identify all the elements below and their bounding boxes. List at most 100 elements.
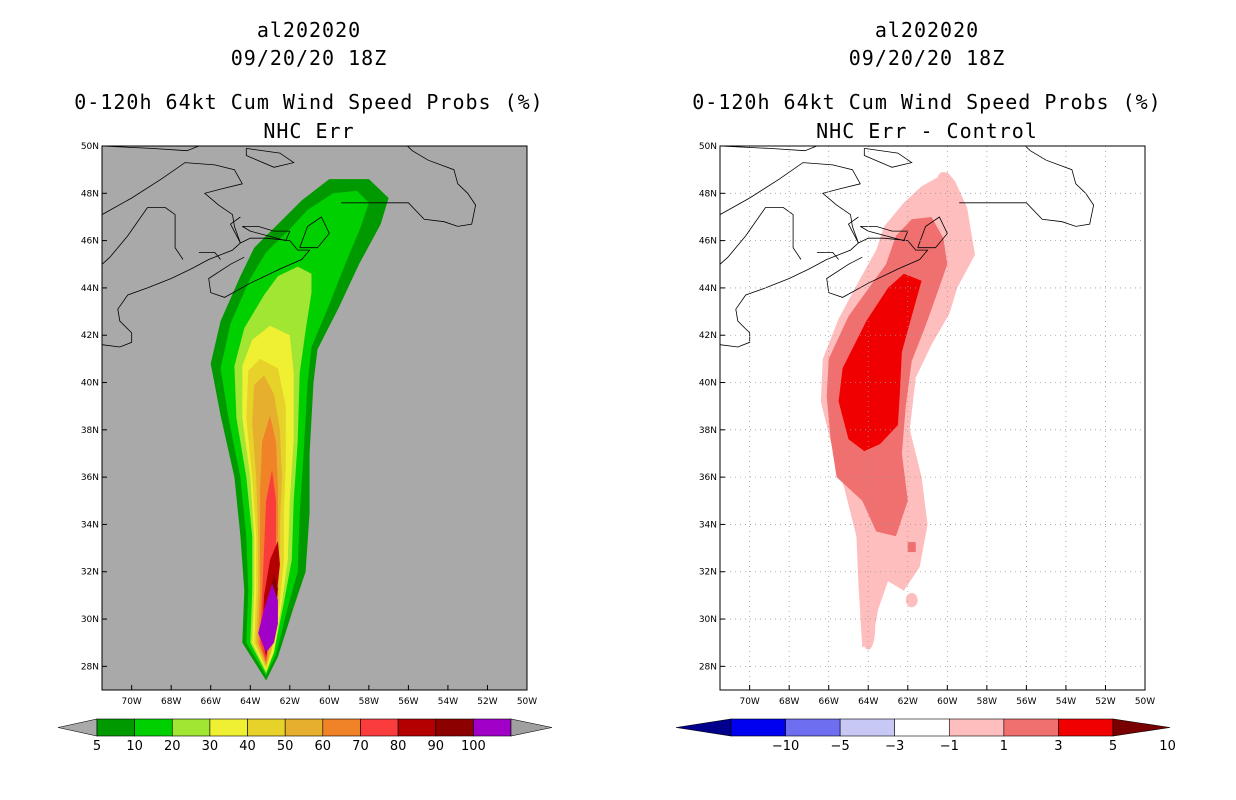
colorbar-label: 5 <box>1109 739 1117 754</box>
colorbar-swatch-2 <box>839 718 896 737</box>
plot-area <box>720 146 1145 690</box>
coastline-3 <box>242 226 291 242</box>
coastline-9 <box>198 252 221 260</box>
y-tick-label: 32N <box>699 568 717 578</box>
colorbar-swatch-1 <box>785 718 841 737</box>
x-tick-label: 64W <box>240 697 260 707</box>
coastline-5 <box>959 146 1095 227</box>
colorbar-label: −5 <box>831 739 850 754</box>
coastline-6 <box>245 148 295 168</box>
y-tick-label: 34N <box>699 520 717 530</box>
x-tick-label: 56W <box>1016 697 1036 707</box>
y-tick-label: 34N <box>81 520 99 530</box>
colorbar-swatch-0 <box>730 718 786 737</box>
x-tick-label: 54W <box>438 697 458 707</box>
colorbar-arrow-left <box>57 718 98 737</box>
coastline-0 <box>720 237 929 348</box>
contour-patch-mid <box>907 542 916 553</box>
x-tick-label: 62W <box>280 697 300 707</box>
colorbar-swatch-8 <box>397 718 437 737</box>
colorbar-swatch-10 <box>473 718 512 737</box>
colorbar-label: 30 <box>202 739 219 754</box>
colorbar-label: 40 <box>239 739 256 754</box>
colorbar-label: −10 <box>772 739 799 754</box>
y-tick-label: 48N <box>699 189 717 199</box>
coastline-2 <box>720 146 818 152</box>
coastline-5 <box>341 146 477 227</box>
colorbar-label: 50 <box>277 739 294 754</box>
colorbar-label: −1 <box>940 739 959 754</box>
left-chart-panel: al202020 09/20/20 18Z 0-120h 64kt Cum Wi… <box>57 18 553 754</box>
x-tick-label: 58W <box>359 697 379 707</box>
colorbar-swatch-5 <box>1003 718 1059 737</box>
y-tick-label: 40N <box>81 379 99 389</box>
y-tick-label: 42N <box>81 331 99 341</box>
colorbar-label: 5 <box>93 739 101 754</box>
right-title-date: 09/20/20 18Z <box>848 46 1006 70</box>
right-map-plot: 70W 68W 66W 64W 62W 60W 58W 56W 54W 52W 50W 50N 48N 4… <box>675 142 1176 754</box>
colorbar-label: −3 <box>885 739 904 754</box>
colorbar-label: 100 <box>461 739 486 754</box>
right-title-subtitle: NHC Err - Control <box>816 119 1038 143</box>
colorbar-swatch-3 <box>209 718 248 737</box>
coastline-1 <box>102 162 243 244</box>
colorbar-label: 10 <box>1159 739 1176 754</box>
contour-fill-2 <box>838 273 922 452</box>
y-tick-label: 44N <box>699 284 717 294</box>
colorbar-swatch-9 <box>435 718 474 737</box>
colorbar-label: 10 <box>126 739 143 754</box>
y-tick-label: 36N <box>699 473 717 483</box>
x-tick-label: 52W <box>1095 697 1115 707</box>
right-title-product: 0-120h 64kt Cum Wind Speed Probs (%) <box>692 90 1162 114</box>
contour-patch-3 <box>937 172 950 187</box>
y-tick-label: 30N <box>81 615 99 625</box>
left-title-product: 0-120h 64kt Cum Wind Speed Probs (%) <box>74 90 544 114</box>
y-tick-label: 38N <box>81 426 99 436</box>
right-chart-panel: al202020 09/20/20 18Z 0-120h 64kt Cum Wi… <box>618 0 1236 800</box>
colorbar-swatch-0 <box>96 718 135 737</box>
right-title-storm: al202020 <box>874 18 980 42</box>
contour-patch-2 <box>905 593 918 608</box>
x-tick-label: 68W <box>161 697 181 707</box>
coastline-7 <box>720 207 802 265</box>
coastline-4 <box>299 216 330 249</box>
colorbar-label: 80 <box>390 739 407 754</box>
coastline-1 <box>720 162 861 244</box>
plot-area <box>102 146 477 681</box>
colorbar-swatch-2 <box>171 718 211 737</box>
y-tick-label: 42N <box>699 331 717 341</box>
x-tick-label: 60W <box>319 697 339 707</box>
y-tick-label: 28N <box>81 662 99 672</box>
left-title-date: 09/20/20 18Z <box>230 46 388 70</box>
colorbar-swatch-1 <box>134 718 173 737</box>
x-tick-label: 58W <box>977 697 997 707</box>
colorbar-swatch-5 <box>284 718 324 737</box>
colorbar-label: 90 <box>427 739 444 754</box>
y-tick-label: 46N <box>81 237 99 247</box>
y-tick-label: 46N <box>699 237 717 247</box>
coastline-0 <box>102 237 311 348</box>
x-tick-label: 66W <box>201 697 221 707</box>
coastline-4 <box>917 216 948 249</box>
colorbar-label: 70 <box>352 739 369 754</box>
x-tick-label: 70W <box>121 697 141 707</box>
y-tick-label: 30N <box>699 615 717 625</box>
colorbar-label: 1 <box>1000 739 1008 754</box>
coastline-2 <box>102 146 200 152</box>
colorbar-swatch-3 <box>894 718 950 737</box>
coastline-8 <box>847 216 859 244</box>
coastline-8 <box>229 216 241 244</box>
coastline-9 <box>816 252 839 260</box>
coastline-6 <box>863 148 913 168</box>
x-tick-label: 70W <box>739 697 759 707</box>
colorbar-arrow-right <box>1112 718 1171 737</box>
left-title-subtitle: NHC Err <box>263 119 355 143</box>
colorbar-swatch-7 <box>360 718 399 737</box>
coastline-3 <box>860 226 909 242</box>
plot-frame <box>719 145 1146 691</box>
x-tick-label: 52W <box>477 697 497 707</box>
contour-fill-10 <box>258 583 278 653</box>
y-tick-label: 32N <box>81 568 99 578</box>
x-tick-label: 64W <box>858 697 878 707</box>
y-tick-label: 48N <box>81 189 99 199</box>
